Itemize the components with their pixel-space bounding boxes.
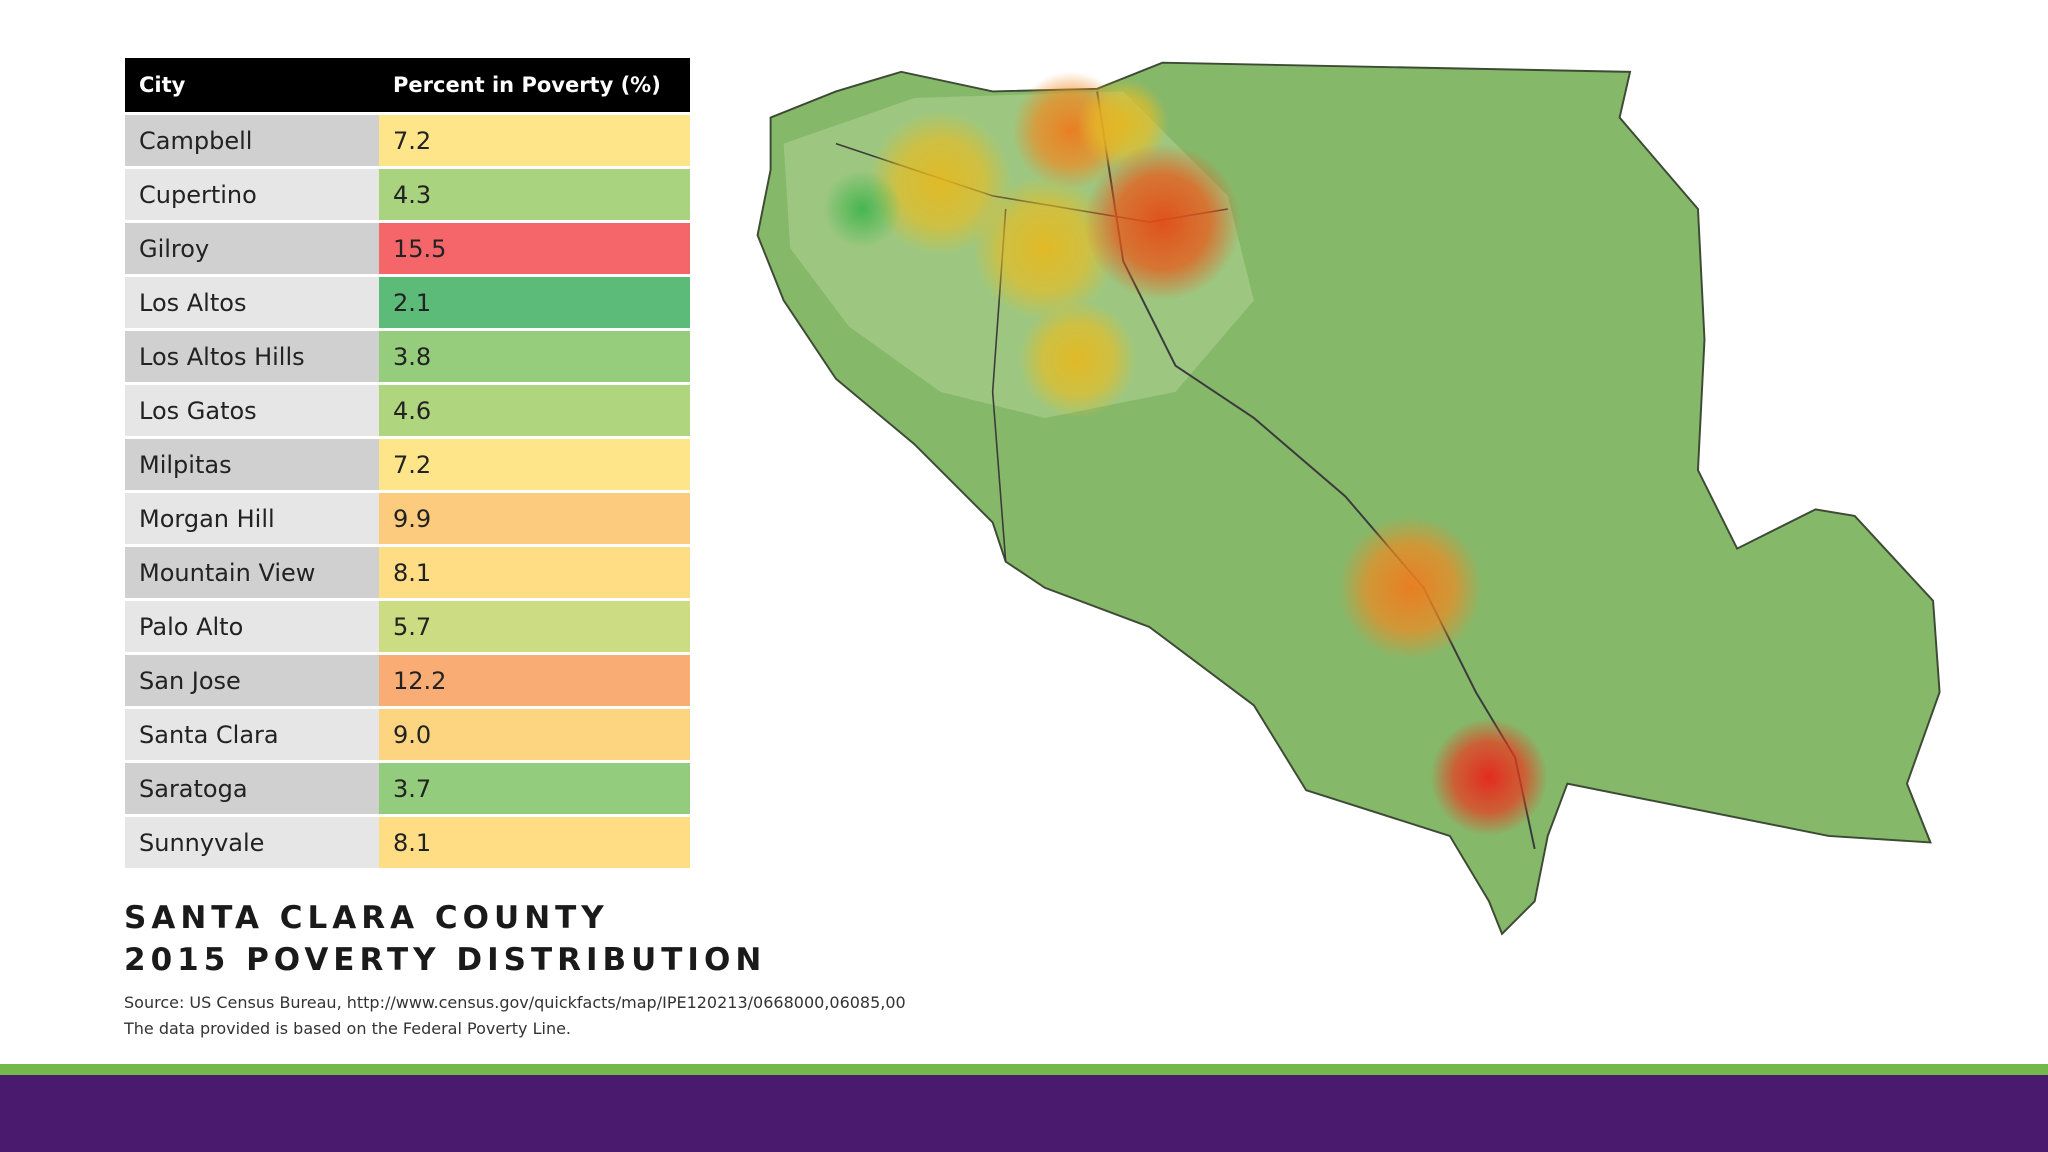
heat-spot <box>973 176 1117 320</box>
table-row: Saratoga 3.7 <box>125 763 690 814</box>
city-cell: Campbell <box>125 115 379 166</box>
table-row: Cupertino 4.3 <box>125 169 690 220</box>
percent-cell: 15.5 <box>379 223 690 274</box>
city-cell: Los Gatos <box>125 385 379 436</box>
heat-spot <box>822 169 902 249</box>
table-row: Palo Alto 5.7 <box>125 601 690 652</box>
title: 2015 POVERTY DISTRIBUTION <box>124 942 767 978</box>
city-cell: Los Altos Hills <box>125 331 379 382</box>
city-cell: Cupertino <box>125 169 379 220</box>
table-row: Los Altos 2.1 <box>125 277 690 328</box>
table-row: Campbell 7.2 <box>125 115 690 166</box>
header-row: City Percent in Poverty (%) <box>125 58 690 112</box>
table-row: Los Gatos 4.6 <box>125 385 690 436</box>
table-row: Mountain View 8.1 <box>125 547 690 598</box>
heat-spot <box>1084 143 1241 301</box>
percent-cell: 5.7 <box>379 601 690 652</box>
percent-cell: 4.3 <box>379 169 690 220</box>
heat-spot <box>1430 718 1548 836</box>
table-row: Gilroy 15.5 <box>125 223 690 274</box>
percent-cell: 3.7 <box>379 763 690 814</box>
city-cell: Milpitas <box>125 439 379 490</box>
city-cell: Palo Alto <box>125 601 379 652</box>
heat-spot <box>1338 515 1483 660</box>
city-cell: Santa Clara <box>125 709 379 760</box>
title: SANTA CLARA COUNTY <box>124 900 609 936</box>
city-cell: Saratoga <box>125 763 379 814</box>
city-cell: Los Altos <box>125 277 379 328</box>
table-row: Santa Clara 9.0 <box>125 709 690 760</box>
percent-cell: 12.2 <box>379 655 690 706</box>
heat-spot <box>1018 300 1137 418</box>
city-cell: Morgan Hill <box>125 493 379 544</box>
percent-cell: 9.0 <box>379 709 690 760</box>
percent-cell: 3.8 <box>379 331 690 382</box>
percent-cell: 4.6 <box>379 385 690 436</box>
percent-cell: 9.9 <box>379 493 690 544</box>
accent-band <box>0 1064 2048 1075</box>
table-row: San Jose 12.2 <box>125 655 690 706</box>
table-row: Morgan Hill 9.9 <box>125 493 690 544</box>
city-cell: San Jose <box>125 655 379 706</box>
table-body: Campbell 7.2 Cupertino 4.3 Gilroy 15.5 Los Alt… <box>125 115 690 868</box>
footer-band <box>0 1075 2048 1152</box>
table-row: Sunnyvale 8.1 <box>125 817 690 868</box>
percent-cell: 8.1 <box>379 817 690 868</box>
city-cell: Sunnyvale <box>125 817 379 868</box>
table-row: Los Altos Hills 3.8 <box>125 331 690 382</box>
source-note: Source: US Census Bureau, http://www.cen… <box>124 993 906 1012</box>
percent-cell: 7.2 <box>379 439 690 490</box>
percent-cell: 7.2 <box>379 115 690 166</box>
header-cell: City <box>125 58 379 112</box>
city-cell: Mountain View <box>125 547 379 598</box>
percent-cell: 2.1 <box>379 277 690 328</box>
poverty-table: City Percent in Poverty (%) Campbell 7.2 C… <box>125 55 690 871</box>
source-note: The data provided is based on the Federa… <box>124 1019 572 1038</box>
table-row: Milpitas 7.2 <box>125 439 690 490</box>
header-cell: Percent in Poverty (%) <box>379 58 690 112</box>
percent-cell: 8.1 <box>379 547 690 598</box>
heat-spot <box>868 111 1013 255</box>
city-cell: Gilroy <box>125 223 379 274</box>
